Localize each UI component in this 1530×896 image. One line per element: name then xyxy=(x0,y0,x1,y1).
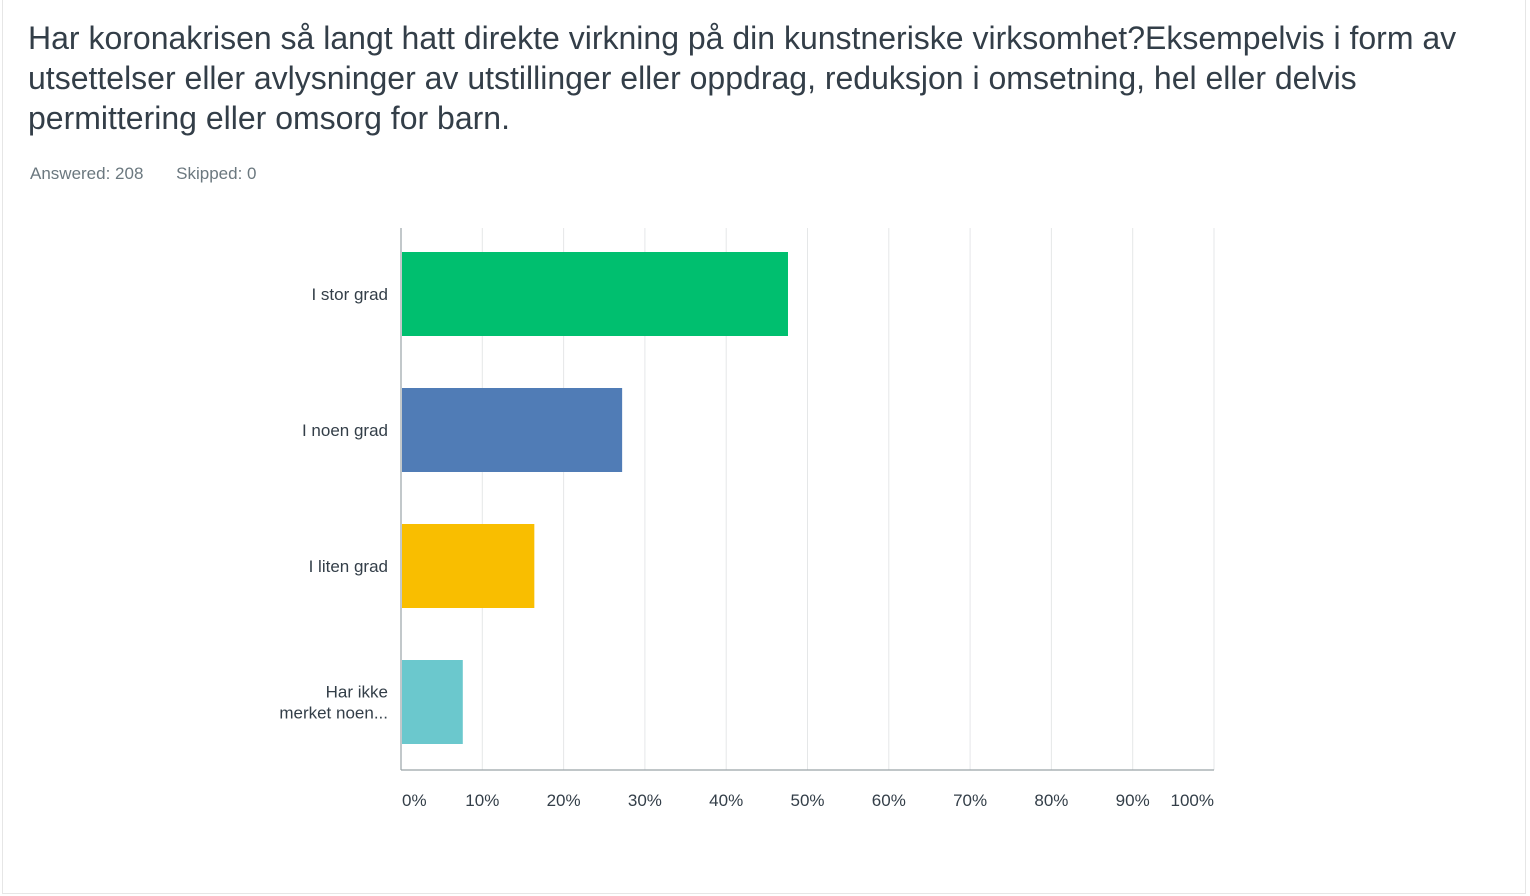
category-label: I stor grad xyxy=(311,285,388,304)
x-tick-label: 90% xyxy=(1116,791,1150,810)
x-tick-label: 100% xyxy=(1171,791,1214,810)
question-title: Har koronakrisen så langt hatt direkte v… xyxy=(28,20,1457,136)
category-label-line: I stor grad xyxy=(311,285,388,304)
bar[interactable] xyxy=(402,252,788,336)
skipped-count: Skipped: 0 xyxy=(176,164,257,183)
x-tick-label: 30% xyxy=(628,791,662,810)
x-tick-label: 40% xyxy=(709,791,743,810)
x-tick-label: 10% xyxy=(465,791,499,810)
x-tick-label: 50% xyxy=(790,791,824,810)
category-label: I noen grad xyxy=(302,421,388,440)
category-label: I liten grad xyxy=(309,557,388,576)
bars xyxy=(402,252,788,744)
x-tick-label: 20% xyxy=(547,791,581,810)
response-stats: Answered: 208 Skipped: 0 xyxy=(30,164,284,184)
x-tick-label: 60% xyxy=(872,791,906,810)
axes xyxy=(400,228,1214,771)
category-label-line: Har ikke xyxy=(326,683,388,702)
x-tick-label: 0% xyxy=(402,791,427,810)
category-label-line: merket noen... xyxy=(279,704,388,723)
x-tick-label: 70% xyxy=(953,791,987,810)
bar[interactable] xyxy=(402,388,623,472)
x-tick-label: 80% xyxy=(1034,791,1068,810)
answered-count: Answered: 208 xyxy=(30,164,144,183)
bar[interactable] xyxy=(402,660,463,744)
labels: 0% 10% 20% 30% 40% 50% 60% 70% 80% 90% 100% I stor … xyxy=(279,285,1214,810)
category-label: Har ikke merket noen... xyxy=(279,683,388,723)
category-label-line: I liten grad xyxy=(309,557,388,576)
bar[interactable] xyxy=(402,524,535,608)
category-label-line: I noen grad xyxy=(302,421,388,440)
